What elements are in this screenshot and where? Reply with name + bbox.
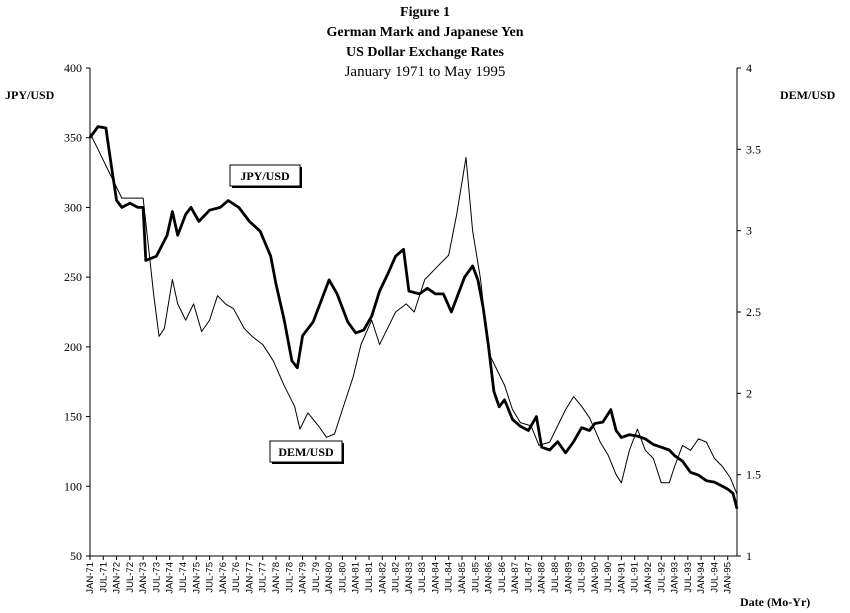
x-tick-label: JUL-74 (178, 562, 189, 593)
x-tick-label: JAN-80 (324, 562, 335, 594)
chart-title: Figure 1 (400, 5, 450, 20)
x-tick-label: JAN-95 (723, 562, 734, 594)
dem-usd-callout-box (269, 440, 343, 463)
x-tick-label: JUL-77 (258, 562, 269, 593)
x-tick-label: JUL-84 (444, 562, 455, 593)
y-tick-label-left: 400 (64, 61, 82, 75)
x-tick-label: JAN-81 (351, 562, 362, 594)
x-tick-label: JUL-88 (550, 562, 561, 593)
x-tick-label: JUL-80 (337, 562, 348, 593)
x-tick-label: JUL-72 (125, 562, 136, 593)
x-tick-label: JUL-82 (391, 562, 402, 593)
jpy-usd-series-line (88, 125, 739, 509)
x-tick-label: JAN-71 (85, 562, 96, 594)
y-tick-label-left: 250 (64, 270, 82, 284)
y-tick-label-right: 3 (746, 224, 752, 238)
x-tick-label: JAN-78 (271, 562, 282, 594)
x-tick-label: JAN-75 (191, 562, 202, 594)
series-layer (88, 125, 739, 509)
x-tick-label: JAN-86 (484, 562, 495, 594)
x-tick-label: JUL-94 (709, 562, 720, 593)
x-tick-label: JAN-90 (590, 562, 601, 594)
y-ticks-right: 1 1.5 2 2.5 3 3.5 4 (737, 61, 761, 563)
x-tick-label: JAN-89 (563, 562, 574, 594)
chart-subtitle-3: January 1971 to May 1995 (345, 64, 506, 80)
x-tick-label: JAN-82 (377, 562, 388, 594)
x-axis-label: Date (Mo-Yr) (740, 595, 810, 609)
y-tick-label-right: 3.5 (746, 142, 761, 156)
y-tick-label-left: 300 (64, 200, 82, 214)
x-tick-label: JUL-79 (311, 562, 322, 593)
y-tick-label-right: 4 (746, 61, 752, 75)
x-tick-label: JUL-87 (523, 562, 534, 593)
jpy-usd-callout-box (229, 164, 301, 187)
x-ticks: JAN-71 JUL-71 JAN-72 JUL-72 JAN-73 JUL-73 JAN-… (85, 556, 734, 594)
title-block: Figure 1 German Mark and Japanese Yen US… (326, 5, 523, 80)
y-tick-label-right: 2 (746, 386, 752, 400)
dem-usd-callout-label: DEM/USD (278, 445, 334, 459)
y-tick-label-right: 1.5 (746, 468, 761, 482)
x-tick-label: JUL-91 (630, 562, 641, 593)
y-tick-label-left: 50 (70, 549, 82, 563)
x-tick-label: JUL-90 (603, 562, 614, 593)
callouts: JPY/USD DEM/USD (229, 164, 344, 464)
chart-subtitle-2: US Dollar Exchange Rates (346, 45, 505, 60)
y-axis-right-label: DEM/USD (780, 88, 836, 102)
y-tick-label-right: 2.5 (746, 305, 761, 319)
x-tick-label: JAN-84 (430, 562, 441, 594)
x-tick-label: JUL-83 (417, 562, 428, 593)
y-tick-label-left: 150 (64, 410, 82, 424)
x-tick-label: JAN-85 (457, 562, 468, 594)
x-tick-label: JUL-89 (577, 562, 588, 593)
x-tick-label: JUL-75 (205, 562, 216, 593)
x-tick-label: JAN-72 (112, 562, 123, 594)
y-ticks-left: 50 100 150 200 250 300 350 400 (64, 61, 90, 563)
x-tick-label: JUL-85 (470, 562, 481, 593)
x-tick-label: JAN-79 (298, 562, 309, 594)
x-tick-label: JUL-78 (284, 562, 295, 593)
jpy-usd-callout-label: JPY/USD (240, 169, 290, 183)
x-tick-label: JAN-73 (138, 562, 149, 594)
x-tick-label: JUL-71 (98, 562, 109, 593)
x-tick-label: JAN-87 (510, 562, 521, 594)
x-tick-label: JAN-93 (670, 562, 681, 594)
x-tick-label: JAN-88 (537, 562, 548, 594)
x-tick-label: JAN-94 (696, 562, 707, 594)
x-tick-label: JAN-77 (244, 562, 255, 594)
chart-subtitle-1: German Mark and Japanese Yen (326, 25, 523, 40)
x-tick-label: JAN-91 (616, 562, 627, 594)
y-tick-label-left: 350 (64, 131, 82, 145)
x-tick-label: JUL-92 (656, 562, 667, 593)
x-tick-label: JAN-92 (643, 562, 654, 594)
x-tick-label: JUL-81 (364, 562, 375, 593)
dem-usd-series-line (89, 132, 738, 495)
x-tick-label: JAN-76 (218, 562, 229, 594)
x-tick-label: JUL-86 (497, 562, 508, 593)
y-tick-label-right: 1 (746, 549, 752, 563)
x-tick-label: JUL-76 (231, 562, 242, 593)
x-tick-label: JUL-93 (683, 562, 694, 593)
x-tick-label: JAN-83 (404, 562, 415, 594)
x-tick-label: JUL-73 (151, 562, 162, 593)
y-tick-label-left: 200 (64, 340, 82, 354)
y-tick-label-left: 100 (64, 479, 82, 493)
x-tick-label: JAN-74 (165, 562, 176, 594)
y-axis-left-label: JPY/USD (5, 88, 55, 102)
